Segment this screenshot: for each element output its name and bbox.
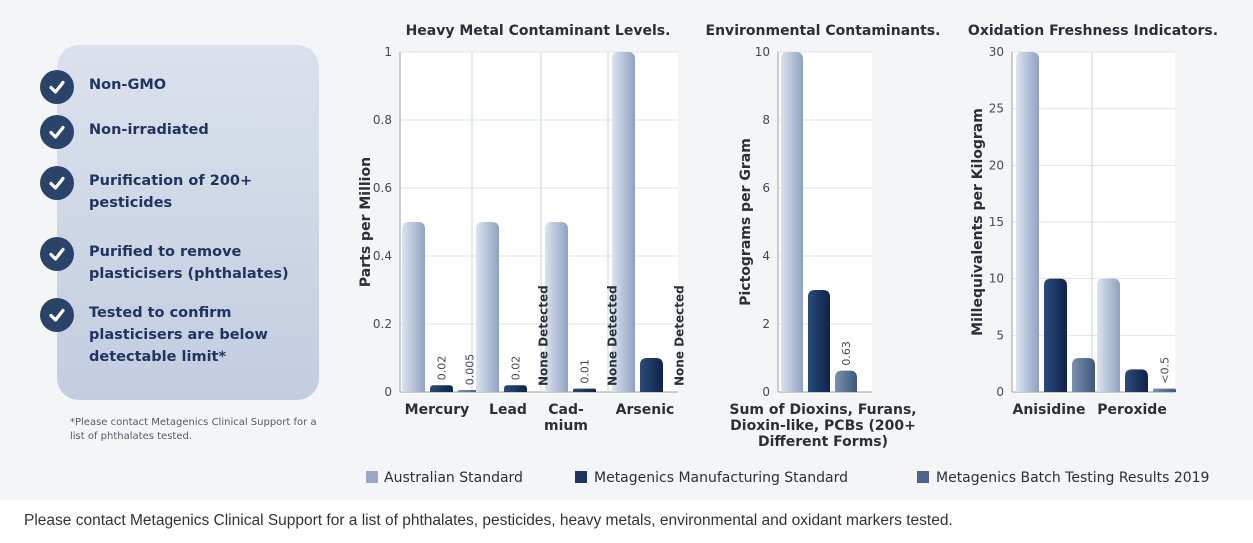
checklist-item-label: Purification of 200+ pesticides: [89, 170, 309, 214]
data-label: 0.63: [840, 341, 853, 366]
bar-manufacturing: [640, 358, 663, 392]
y-tick-label: 8: [762, 113, 770, 127]
category-label: Lead: [489, 402, 527, 418]
data-label: None Detected: [606, 285, 620, 386]
bar-australian: [1097, 278, 1120, 392]
category-label: Dioxin-like, PCBs (200+: [730, 418, 916, 434]
y-tick-label: 2: [762, 317, 770, 331]
checklist-footnote: *Please contact Metagenics Clinical Supp…: [70, 417, 317, 442]
y-axis-label: Millequivalents per Kilogram: [970, 108, 986, 336]
bar-manufacturing: [430, 385, 453, 392]
y-tick-label: 20: [989, 158, 1004, 172]
chart-1: Heavy Metal Contaminant Levels. 0 0.2 0.4 0.…: [358, 23, 687, 434]
checklist-item-line: Non-GMO: [89, 77, 167, 93]
bar-batch: [835, 370, 857, 392]
check-icon: [40, 166, 74, 200]
legend-label: Metagenics Manufacturing Standard: [594, 470, 848, 486]
data-label: 0.01: [579, 359, 592, 384]
data-label: None Detected: [673, 285, 687, 386]
y-tick-label: 10: [989, 272, 1004, 286]
legend-label: Australian Standard: [384, 470, 523, 486]
feature-checklist: [57, 45, 319, 400]
y-tick-label: 0: [384, 385, 392, 399]
y-tick-label: 4: [762, 249, 770, 263]
chart-title: Oxidation Freshness Indicators.: [968, 23, 1218, 39]
y-tick-label: 0: [996, 385, 1004, 399]
legend-label: Metagenics Batch Testing Results 2019: [936, 470, 1209, 486]
checklist-item-line: plasticisers (phthalates): [89, 266, 289, 282]
checklist-item-label: Non-irradiated: [89, 119, 309, 141]
y-tick-label: 0.4: [373, 249, 392, 263]
category-label: Mercury: [405, 402, 470, 418]
category-label: Sum of Dioxins, Furans,: [729, 402, 916, 418]
chart-2: Environmental Contaminants. 0 2 4 6 8 10 Pictog…: [706, 23, 941, 450]
legend-swatch-australian: [366, 471, 378, 483]
data-label: 0.02: [436, 356, 449, 381]
category-label: Cad-: [548, 402, 584, 418]
bar-manufacturing: [573, 388, 596, 392]
bar-australian: [545, 222, 568, 392]
category-label: Peroxide: [1097, 402, 1167, 418]
chart-title: Environmental Contaminants.: [706, 23, 941, 39]
legend-swatch-batch: [917, 471, 929, 483]
checklist-item-line: Purified to remove: [89, 244, 242, 260]
bar-australian: [781, 52, 803, 392]
chart-title: Heavy Metal Contaminant Levels.: [406, 23, 671, 39]
bar-manufacturing: [1044, 278, 1067, 392]
check-icon: [40, 115, 74, 149]
legend-swatch-manufacturing: [575, 471, 587, 483]
checklist-item-label: Tested to confirm plasticisers are below d…: [89, 302, 309, 368]
data-label: 0.02: [510, 356, 523, 381]
y-tick-label: 1: [384, 45, 392, 59]
bar-australian: [612, 52, 635, 392]
y-axis-label: Parts per Million: [358, 157, 374, 287]
y-tick-label: 0: [762, 385, 770, 399]
chart-3: Oxidation Freshness Indicators. 0 5 10 15 20 2…: [968, 23, 1218, 418]
bottom-note: Please contact Metagenics Clinical Suppo…: [24, 512, 953, 529]
y-axis-label: Pictograms per Gram: [738, 138, 754, 306]
y-tick-label: 6: [762, 181, 770, 195]
y-tick-label: 0.2: [373, 317, 392, 331]
checklist-item-line: plasticisers are below: [89, 327, 268, 343]
category-label: Anisidine: [1012, 402, 1085, 418]
charts-canvas: Heavy Metal Contaminant Levels. 0 0.2 0.4 0.…: [358, 23, 1218, 486]
bar-batch: [458, 390, 481, 392]
data-label: None Detected: [537, 285, 551, 386]
category-label: Different Forms): [758, 434, 888, 450]
bar-manufacturing: [1125, 369, 1148, 392]
checklist-item-line: Purification of 200+: [89, 173, 253, 189]
bar-australian: [402, 222, 425, 392]
y-tick-label: 10: [755, 45, 770, 59]
checklist-item-line: detectable limit*: [89, 349, 227, 365]
y-tick-label: 5: [996, 328, 1004, 342]
bar-manufacturing: [808, 290, 830, 392]
category-label: Arsenic: [616, 402, 675, 418]
bar-australian: [476, 222, 499, 392]
bar-manufacturing: [504, 385, 527, 392]
bar-batch: [1072, 358, 1095, 392]
check-icon: [40, 70, 74, 104]
data-label: <0.5: [1159, 357, 1172, 384]
bar-batch: [1153, 388, 1176, 392]
check-icon: [40, 237, 74, 271]
check-icon: [40, 298, 74, 332]
y-tick-label: 15: [989, 215, 1004, 229]
checklist-item-label: Purified to remove plasticisers (phthalat…: [89, 241, 309, 285]
y-tick-label: 0.6: [373, 181, 392, 195]
checklist-item-line: Tested to confirm: [89, 305, 232, 321]
category-label: mium: [544, 418, 588, 434]
checklist-item-line: Non-irradiated: [89, 122, 209, 138]
checklist-item-label: Non-GMO: [89, 74, 309, 96]
y-tick-label: 30: [989, 45, 1004, 59]
bar-australian: [1016, 52, 1039, 392]
checklist-item-line: pesticides: [89, 195, 173, 211]
data-label: 0.005: [464, 354, 477, 386]
y-tick-label: 25: [989, 102, 1004, 116]
y-tick-label: 0.8: [373, 113, 392, 127]
